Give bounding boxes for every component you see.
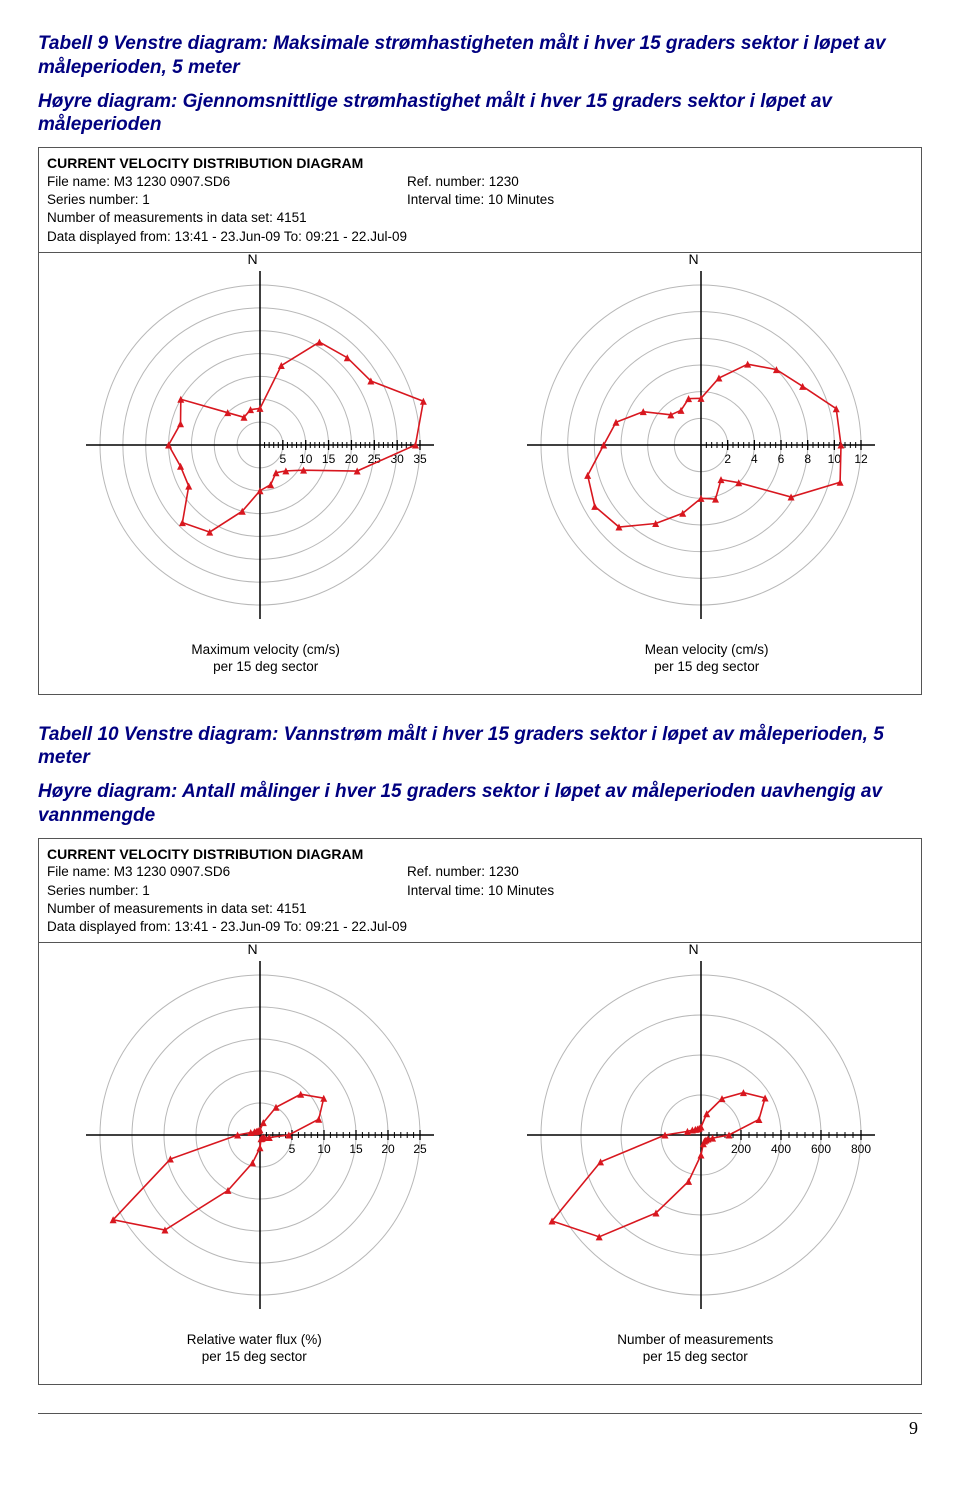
- block1-header-title: CURRENT VELOCITY DISTRIBUTION DIAGRAM: [47, 154, 913, 173]
- block2-interval-time: Interval time: 10 Minutes: [407, 882, 554, 900]
- svg-text:15: 15: [349, 1142, 363, 1156]
- block1-series-number: Series number: 1: [47, 191, 407, 209]
- block2-data-displayed: Data displayed from: 13:41 - 23.Jun-09 T…: [47, 918, 913, 936]
- svg-text:400: 400: [770, 1142, 790, 1156]
- block1-chart-box: N 5101520253035 N 24681012 Maximum veloc…: [38, 252, 922, 695]
- block1-left-sub2: per 15 deg sector: [191, 659, 340, 676]
- polar-chart-n-measurements: 200 400 600 800: [511, 945, 891, 1325]
- block2-left-sub2: per 15 deg sector: [187, 1349, 322, 1366]
- table9-caption-line1: Tabell 9 Venstre diagram: Maksimale strø…: [38, 32, 922, 80]
- svg-text:30: 30: [390, 452, 404, 466]
- svg-text:10: 10: [827, 452, 841, 466]
- svg-text:600: 600: [810, 1142, 830, 1156]
- svg-text:20: 20: [344, 452, 358, 466]
- table9-caption-line2: Høyre diagram: Gjennomsnittlige strømhas…: [38, 90, 922, 138]
- svg-text:200: 200: [730, 1142, 750, 1156]
- svg-text:10: 10: [317, 1142, 331, 1156]
- table10-caption-line1: Tabell 10 Venstre diagram: Vannstrøm mål…: [38, 723, 922, 771]
- block2-file-name: File name: M3 1230 0907.SD6: [47, 863, 407, 881]
- footer-line: [38, 1413, 922, 1414]
- block1-right-sub2: per 15 deg sector: [645, 659, 769, 676]
- table10-caption-line2: Høyre diagram: Antall målinger i hver 15…: [38, 780, 922, 828]
- svg-text:35: 35: [413, 452, 427, 466]
- page-number: 9: [38, 1418, 922, 1439]
- block1-header: CURRENT VELOCITY DISTRIBUTION DIAGRAM Fi…: [38, 147, 922, 252]
- svg-text:8: 8: [804, 452, 811, 466]
- block2-right-sub2: per 15 deg sector: [617, 1349, 773, 1366]
- svg-text:5: 5: [279, 452, 286, 466]
- svg-text:6: 6: [777, 452, 784, 466]
- polar-chart-max-velocity: 5101520253035: [70, 255, 450, 635]
- svg-text:25: 25: [413, 1142, 427, 1156]
- block2-left-sub1: Relative water flux (%): [187, 1332, 322, 1349]
- svg-text:4: 4: [750, 452, 757, 466]
- svg-text:2: 2: [724, 452, 731, 466]
- block2-ref-number: Ref. number: 1230: [407, 863, 519, 881]
- svg-text:12: 12: [854, 452, 868, 466]
- block2-right-sub1: Number of measurements: [617, 1332, 773, 1349]
- svg-text:10: 10: [299, 452, 313, 466]
- svg-text:5: 5: [288, 1142, 295, 1156]
- block1-data-displayed: Data displayed from: 13:41 - 23.Jun-09 T…: [47, 228, 913, 246]
- block1-left-sub1: Maximum velocity (cm/s): [191, 642, 340, 659]
- polar-chart-water-flux: 5 10 15 20 25: [70, 945, 450, 1325]
- svg-text:15: 15: [321, 452, 335, 466]
- block1-n-measurements: Number of measurements in data set: 4151: [47, 209, 913, 227]
- block1-interval-time: Interval time: 10 Minutes: [407, 191, 554, 209]
- svg-text:20: 20: [381, 1142, 395, 1156]
- block1-right-sub1: Mean velocity (cm/s): [645, 642, 769, 659]
- block2-header-title: CURRENT VELOCITY DISTRIBUTION DIAGRAM: [47, 845, 913, 864]
- block2-header: CURRENT VELOCITY DISTRIBUTION DIAGRAM Fi…: [38, 838, 922, 943]
- block2-series-number: Series number: 1: [47, 882, 407, 900]
- svg-text:800: 800: [850, 1142, 870, 1156]
- block2-n-measurements: Number of measurements in data set: 4151: [47, 900, 913, 918]
- polar-chart-mean-velocity: 2 4 6 8 10 12: [511, 255, 891, 635]
- block1-file-name: File name: M3 1230 0907.SD6: [47, 173, 407, 191]
- block1-ref-number: Ref. number: 1230: [407, 173, 519, 191]
- block2-chart-box: N 510152025 N 200400600800 Relative wate…: [38, 942, 922, 1385]
